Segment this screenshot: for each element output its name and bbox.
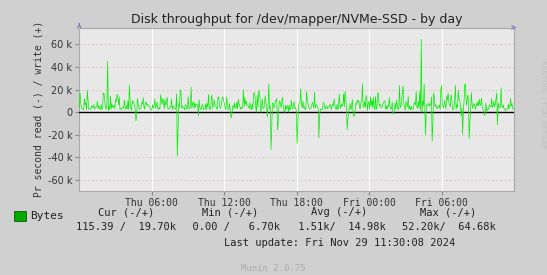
Text: Max (-/+): Max (-/+)	[421, 207, 476, 217]
Text: Min (-/+): Min (-/+)	[202, 207, 258, 217]
Text: 52.20k/  64.68k: 52.20k/ 64.68k	[401, 222, 496, 232]
Text: Bytes: Bytes	[30, 211, 64, 221]
Text: Last update: Fri Nov 29 11:30:08 2024: Last update: Fri Nov 29 11:30:08 2024	[224, 238, 455, 248]
Title: Disk throughput for /dev/mapper/NVMe-SSD - by day: Disk throughput for /dev/mapper/NVMe-SSD…	[131, 13, 463, 26]
Text: 1.51k/  14.98k: 1.51k/ 14.98k	[292, 222, 386, 232]
Text: RRDTOOL / TOBI OETIKER: RRDTOOL / TOBI OETIKER	[540, 60, 546, 149]
Text: Cur (-/+): Cur (-/+)	[98, 207, 154, 217]
Text: 115.39 /  19.70k: 115.39 / 19.70k	[76, 222, 176, 232]
Text: Munin 2.0.75: Munin 2.0.75	[241, 264, 306, 273]
Y-axis label: Pr second read (-) / write (+): Pr second read (-) / write (+)	[33, 21, 44, 197]
Text: Avg (-/+): Avg (-/+)	[311, 207, 367, 217]
Text: 0.00 /   6.70k: 0.00 / 6.70k	[180, 222, 280, 232]
